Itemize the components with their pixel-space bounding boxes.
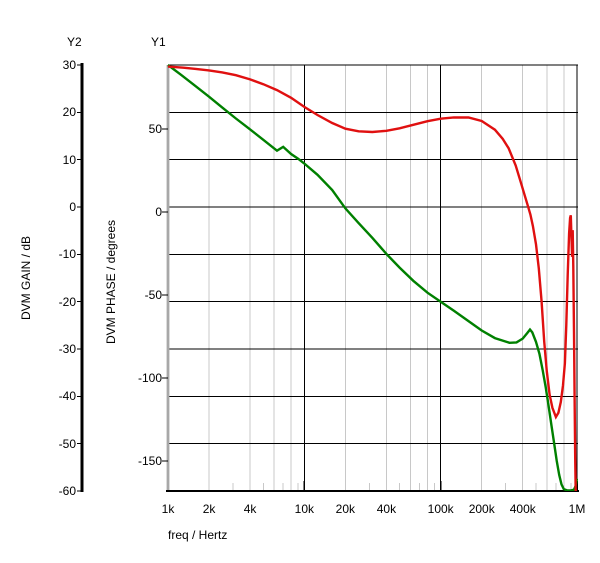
x-tick-label: 1M — [568, 502, 586, 516]
gain-tick-label: -20 — [58, 294, 76, 309]
x-tick-label: 2k — [202, 502, 216, 516]
phase-tick-label: 50 — [148, 121, 162, 136]
x-tick-label: 20k — [335, 502, 356, 516]
gain-tick-label: 30 — [62, 58, 76, 72]
gain-tick-label: -10 — [58, 247, 76, 262]
x-tick-label: 10k — [294, 502, 314, 516]
gain-tick-label: -50 — [58, 436, 76, 451]
y2-axis-name: Y2 — [67, 35, 82, 49]
gain-tick-label: -30 — [58, 342, 76, 356]
phase-tick-label: -50 — [144, 287, 162, 302]
x-tick-label: 200k — [468, 502, 495, 516]
gain-tick-label: 20 — [62, 105, 76, 120]
x-tick-label: 1k — [161, 502, 175, 516]
phase-tick-label: -150 — [137, 453, 162, 468]
x-tick-label: 400k — [509, 502, 536, 516]
y1-axis-name: Y1 — [151, 35, 166, 49]
gain-tick-label: 10 — [62, 152, 76, 167]
gain-tick-label: -60 — [58, 484, 76, 498]
gain-curve — [167, 64, 578, 491]
gain-tick-label: 0 — [69, 200, 76, 214]
x-tick-label: 4k — [243, 502, 257, 516]
x-tick-label: 100k — [427, 502, 454, 516]
phase-tick-label: 0 — [155, 204, 162, 219]
phase-tick-label: -100 — [137, 370, 162, 385]
phase-curve — [167, 65, 577, 491]
x-axis-title: freq / Hertz — [168, 528, 228, 542]
x-tick-label: 40k — [376, 502, 397, 516]
gain-tick-label: -40 — [58, 389, 76, 404]
